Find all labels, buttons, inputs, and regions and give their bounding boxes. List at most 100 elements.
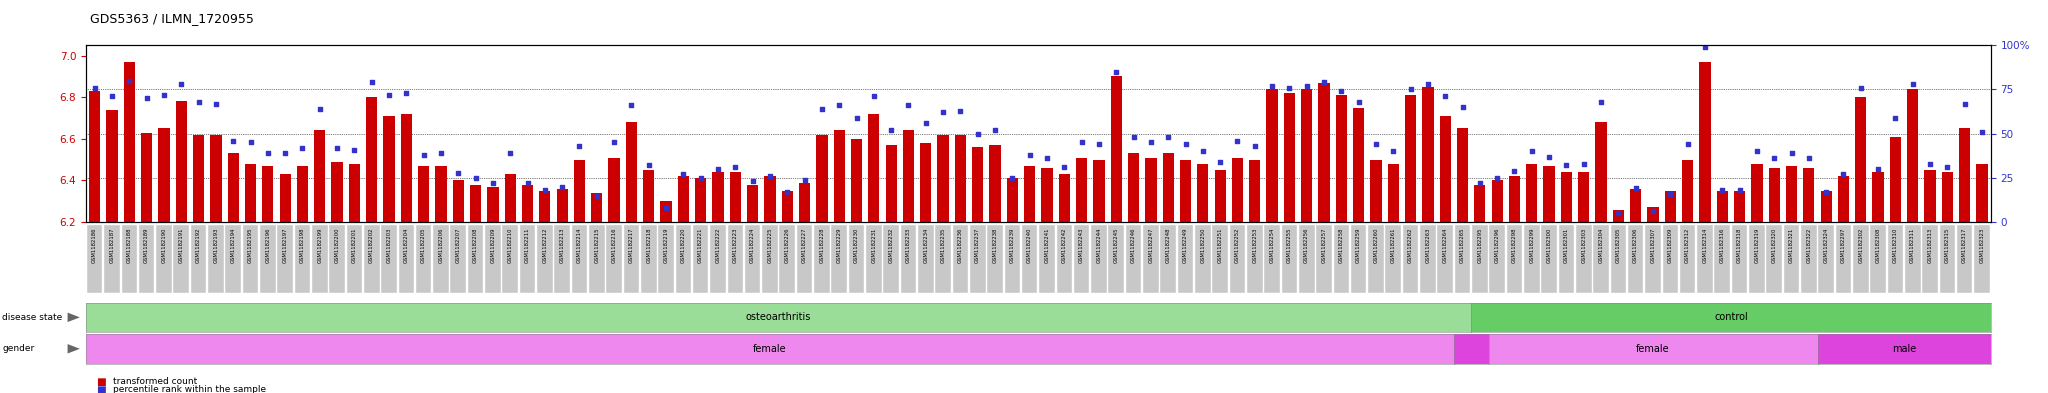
- Text: male: male: [1892, 344, 1917, 354]
- Point: [131, 95, 164, 101]
- Bar: [1526, 164, 1538, 222]
- Point: [1395, 86, 1427, 92]
- Text: GSM1182245: GSM1182245: [1114, 228, 1118, 263]
- Bar: [1612, 209, 1624, 222]
- Bar: [920, 143, 932, 222]
- Point: [1065, 140, 1098, 146]
- Text: GSM1182237: GSM1182237: [975, 228, 981, 263]
- Bar: [1786, 166, 1798, 222]
- Point: [1516, 148, 1548, 154]
- FancyBboxPatch shape: [1196, 226, 1210, 293]
- Bar: [227, 153, 240, 222]
- Text: GSM1182219: GSM1182219: [664, 228, 668, 263]
- Point: [1446, 104, 1479, 110]
- Text: GSM1182208: GSM1182208: [473, 228, 477, 263]
- FancyBboxPatch shape: [451, 226, 467, 293]
- Point: [805, 106, 838, 112]
- Point: [1567, 160, 1599, 167]
- Bar: [1421, 87, 1434, 222]
- FancyBboxPatch shape: [295, 226, 309, 293]
- Bar: [885, 145, 897, 222]
- FancyBboxPatch shape: [1835, 226, 1851, 293]
- Bar: [211, 135, 221, 222]
- Bar: [141, 132, 152, 222]
- Bar: [643, 170, 655, 222]
- Text: GSM1182236: GSM1182236: [958, 228, 963, 263]
- Text: percentile rank within the sample: percentile rank within the sample: [113, 386, 266, 393]
- Bar: [313, 130, 326, 222]
- Text: ■: ■: [96, 385, 106, 393]
- Bar: [123, 62, 135, 222]
- Bar: [279, 174, 291, 222]
- FancyBboxPatch shape: [1108, 226, 1124, 293]
- Text: GSM1182264: GSM1182264: [1442, 228, 1448, 263]
- FancyBboxPatch shape: [1559, 226, 1575, 293]
- Point: [268, 150, 301, 156]
- Point: [1186, 148, 1219, 154]
- Point: [1049, 164, 1081, 171]
- Point: [1931, 164, 1964, 171]
- Point: [1239, 143, 1272, 149]
- Point: [1376, 148, 1409, 154]
- Point: [598, 140, 631, 146]
- Point: [719, 164, 752, 171]
- Point: [1776, 150, 1808, 156]
- Point: [1792, 155, 1825, 162]
- Bar: [1925, 170, 1935, 222]
- Text: GSM1182318: GSM1182318: [1737, 228, 1743, 263]
- FancyBboxPatch shape: [971, 226, 985, 293]
- Text: GSM1182247: GSM1182247: [1149, 228, 1153, 263]
- FancyBboxPatch shape: [330, 226, 344, 293]
- Point: [893, 102, 926, 108]
- Point: [1880, 114, 1913, 121]
- Bar: [539, 191, 551, 222]
- Bar: [1300, 89, 1313, 222]
- Text: GSM1182312: GSM1182312: [1686, 228, 1690, 263]
- Point: [944, 107, 977, 114]
- Point: [528, 187, 561, 193]
- Point: [1585, 99, 1618, 105]
- Text: GSM1182231: GSM1182231: [870, 228, 877, 263]
- Text: GSM1182252: GSM1182252: [1235, 228, 1239, 263]
- Bar: [764, 176, 776, 222]
- FancyBboxPatch shape: [190, 226, 207, 293]
- Point: [1532, 153, 1565, 160]
- Bar: [627, 122, 637, 222]
- FancyBboxPatch shape: [1126, 226, 1141, 293]
- Bar: [1198, 164, 1208, 222]
- Bar: [436, 166, 446, 222]
- Point: [338, 146, 371, 152]
- Bar: [1821, 191, 1831, 222]
- FancyBboxPatch shape: [1161, 226, 1176, 293]
- Text: GSM1182239: GSM1182239: [1010, 228, 1016, 263]
- Text: GSM1182212: GSM1182212: [543, 228, 547, 263]
- Bar: [1735, 191, 1745, 222]
- Text: GSM1182324: GSM1182324: [1823, 228, 1829, 263]
- Point: [1757, 155, 1790, 162]
- Text: GSM1182200: GSM1182200: [334, 228, 340, 263]
- Bar: [1163, 153, 1174, 222]
- Text: GSM1182190: GSM1182190: [162, 228, 166, 263]
- Bar: [694, 178, 707, 222]
- FancyBboxPatch shape: [346, 226, 362, 293]
- Text: GSM1182204: GSM1182204: [403, 228, 410, 263]
- FancyBboxPatch shape: [381, 226, 397, 293]
- Text: GSM1182303: GSM1182303: [1581, 228, 1587, 263]
- Bar: [1647, 208, 1659, 222]
- Bar: [1855, 97, 1866, 222]
- Point: [78, 84, 111, 91]
- Point: [199, 100, 231, 107]
- Point: [1290, 83, 1323, 89]
- Bar: [729, 172, 741, 222]
- FancyBboxPatch shape: [1853, 226, 1868, 293]
- Bar: [608, 158, 621, 222]
- Bar: [1370, 160, 1382, 222]
- Point: [1620, 185, 1653, 191]
- Bar: [1491, 180, 1503, 222]
- Bar: [850, 139, 862, 222]
- Bar: [262, 166, 274, 222]
- Bar: [418, 166, 430, 222]
- FancyBboxPatch shape: [1698, 226, 1712, 293]
- Text: female: female: [754, 344, 786, 354]
- FancyBboxPatch shape: [1073, 226, 1090, 293]
